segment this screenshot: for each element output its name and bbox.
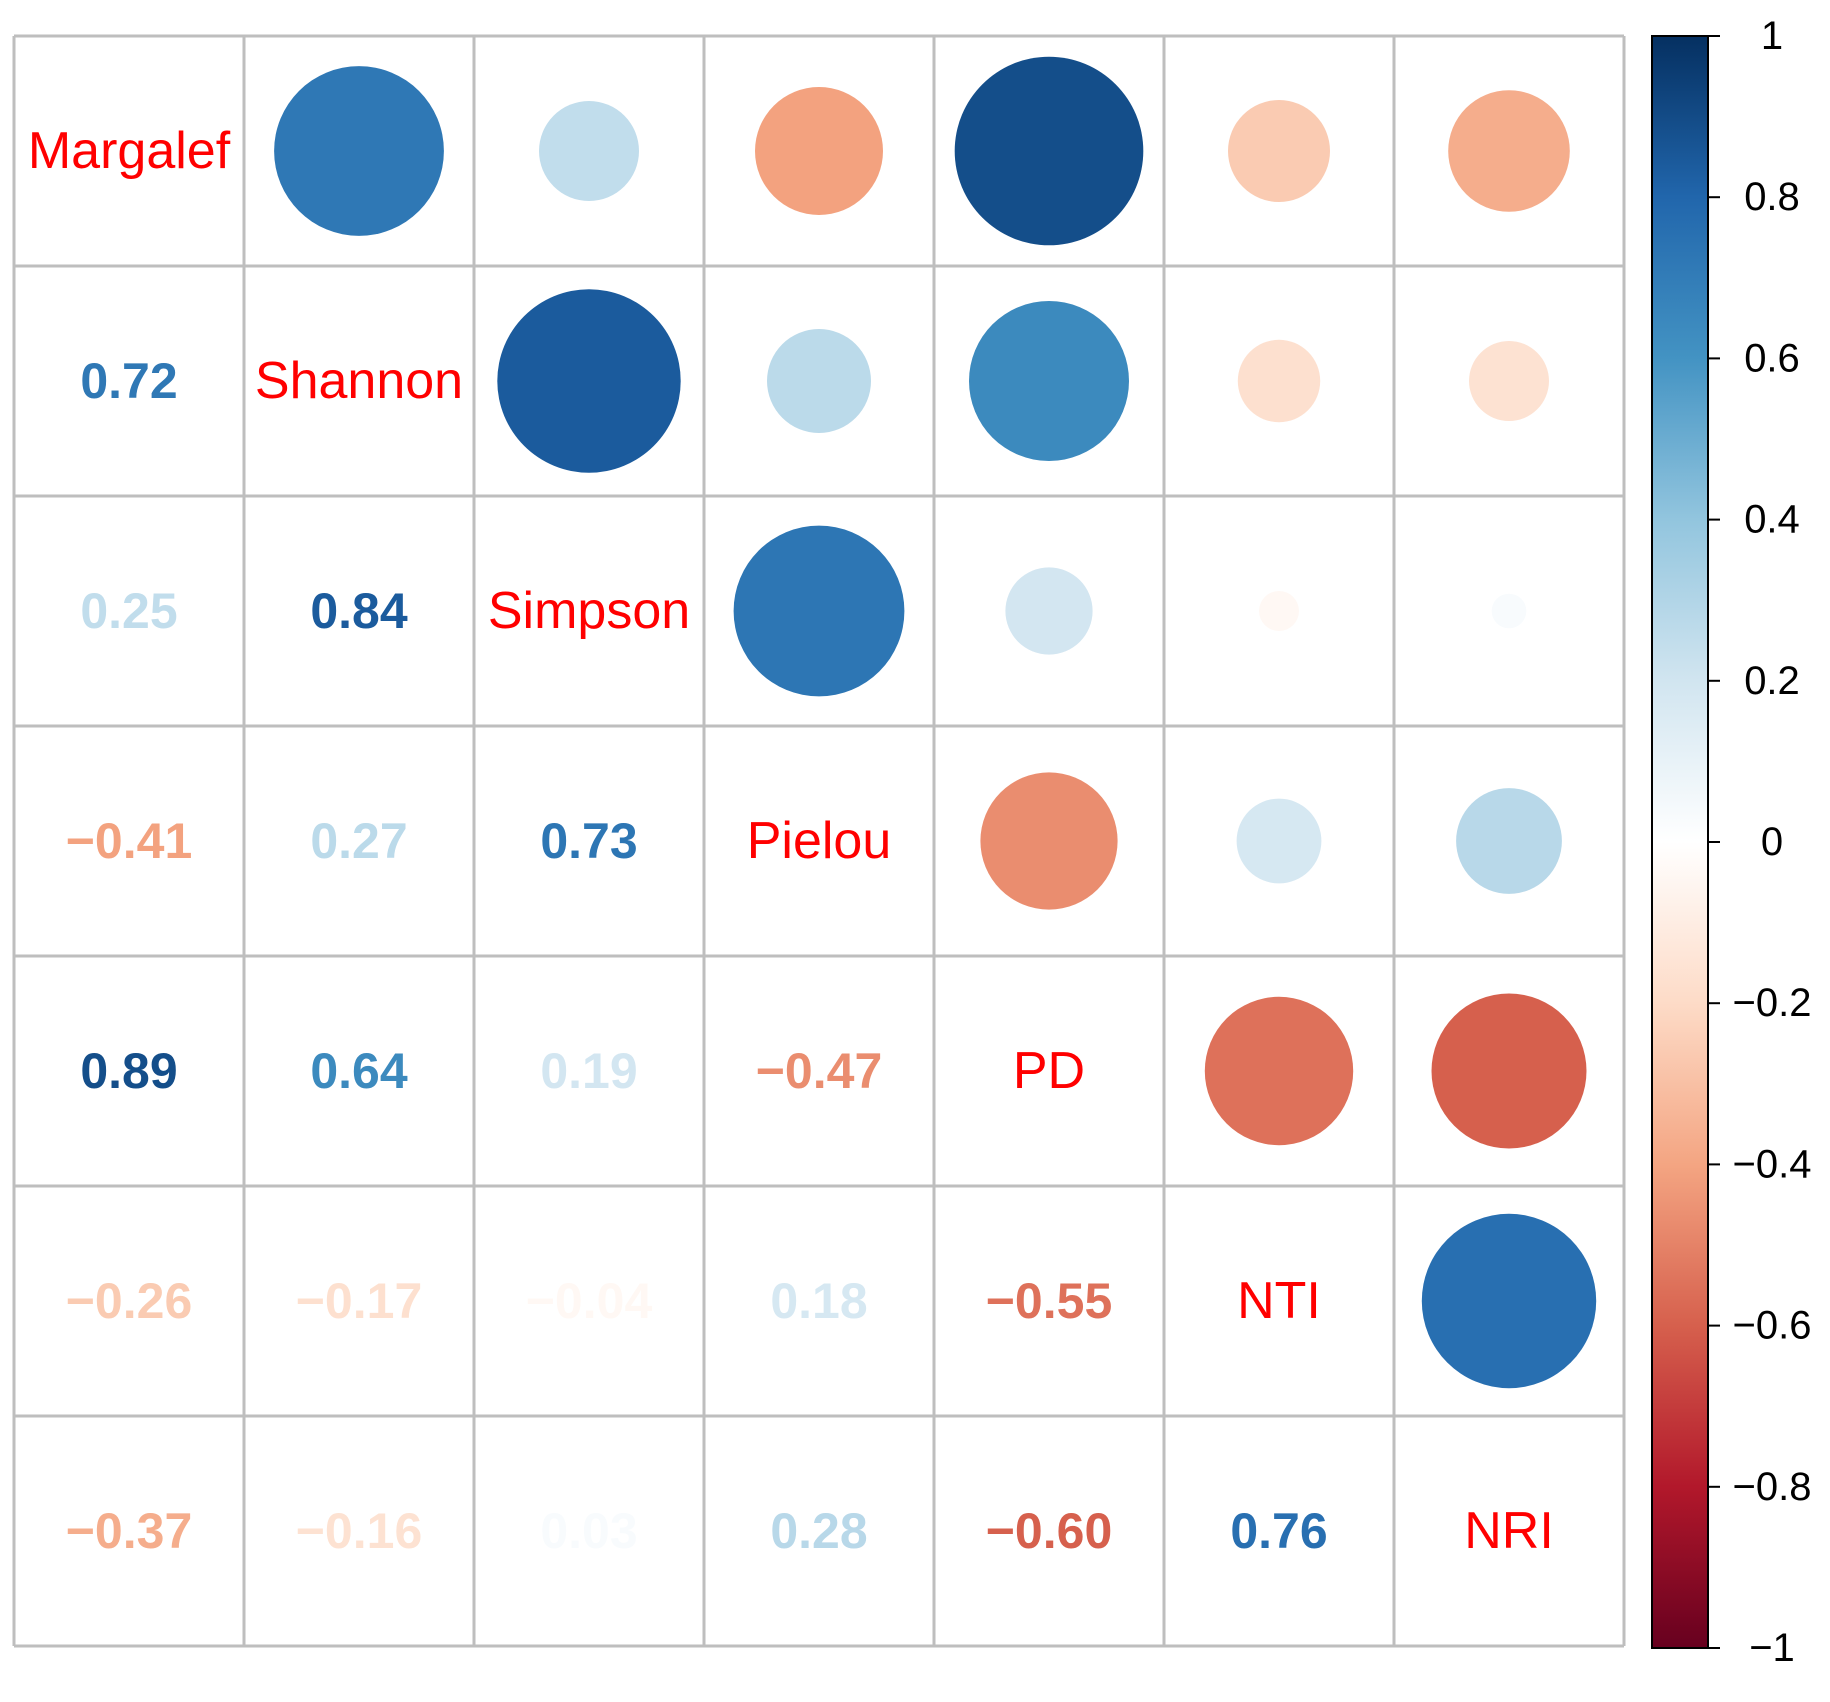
variable-label-simpson: Simpson [488,582,690,640]
corr-value-pd-margalef: 0.89 [80,1043,177,1099]
colorbar-tick-label: −0.2 [1733,981,1812,1025]
colorbar-tick-label: 0.4 [1744,498,1800,542]
corr-value-shannon-margalef: 0.72 [80,353,177,409]
colorbar-tick-label: 1 [1761,14,1783,58]
corr-value-pielou-shannon: 0.27 [310,813,407,869]
corr-circle-margalef-shannon [274,66,444,236]
corr-circle-shannon-pd [969,301,1129,461]
corr-value-nti-pd: −0.55 [986,1273,1113,1329]
corr-value-nti-margalef: −0.26 [66,1273,193,1329]
colorbar-tick-label: 0.2 [1744,659,1800,703]
colorbar-tick-label: −0.4 [1733,1142,1812,1186]
colorbar-tick-label: −0.8 [1733,1465,1812,1509]
corr-circle-simpson-pd [1005,567,1093,655]
variable-label-pd: PD [1013,1042,1085,1100]
corr-circle-shannon-nri [1469,341,1549,421]
colorbar-gradient [1651,35,1709,1649]
corr-value-simpson-margalef: 0.25 [80,583,177,639]
colorbar-tick-label: 0.6 [1744,336,1800,380]
matrix-cells: Margalef 0.72 Shannon 0.25 0.84 Simpson −0.41 0… [28,56,1597,1560]
corr-value-pd-shannon: 0.64 [310,1043,408,1099]
corr-value-pd-pielou: −0.47 [756,1043,883,1099]
corr-circle-pielou-nti [1236,798,1322,884]
corr-circle-margalef-pielou [755,87,883,215]
corr-circle-shannon-pielou [767,329,871,433]
corr-circle-margalef-nti [1228,100,1330,202]
corr-value-pielou-margalef: −0.41 [66,813,193,869]
corr-circle-pielou-pd [980,772,1118,910]
corr-circle-simpson-nti [1259,591,1299,631]
corr-value-nti-shannon: −0.17 [296,1273,423,1329]
corr-circle-shannon-nti [1237,339,1321,423]
corr-value-nri-pd: −0.60 [986,1503,1113,1559]
corr-value-nri-pielou: 0.28 [770,1503,867,1559]
corr-value-nri-margalef: −0.37 [66,1503,193,1559]
corr-circle-pd-nti [1204,996,1354,1146]
variable-label-shannon: Shannon [255,352,463,410]
variable-label-pielou: Pielou [747,812,892,870]
colorbar: 1 0.8 0.6 0.4 0.2 0 −0.2 −0.4 −0.6 −0.8 −1 [1651,14,1812,1670]
colorbar-tick-label: −0.6 [1733,1304,1812,1348]
corr-value-pd-simpson: 0.19 [540,1043,637,1099]
corr-circle-margalef-pd [954,56,1144,246]
corr-circle-simpson-pielou [733,525,905,697]
corr-circle-nti-nri [1421,1213,1597,1389]
corr-circle-margalef-simpson [539,101,639,201]
variable-label-nti: NTI [1237,1272,1321,1330]
variable-label-nri: NRI [1464,1502,1554,1560]
corr-value-simpson-shannon: 0.84 [310,583,408,639]
corr-value-nti-simpson: −0.04 [526,1273,653,1329]
corr-value-pielou-simpson: 0.73 [540,813,637,869]
corr-value-nri-simpson: 0.03 [540,1503,637,1559]
corr-circle-shannon-simpson [497,289,681,473]
corr-circle-pd-nri [1431,993,1587,1149]
variable-label-margalef: Margalef [28,122,231,180]
corr-value-nti-pielou: 0.18 [770,1273,867,1329]
matrix-grid [12,34,1626,1648]
corr-circle-margalef-nri [1448,90,1570,212]
corr-circle-simpson-nri [1491,593,1527,629]
corr-circle-pielou-nri [1456,788,1562,894]
colorbar-tick-label: 0 [1761,820,1783,864]
corr-value-nri-nti: 0.76 [1230,1503,1327,1559]
colorbar-tick-label: 0.8 [1744,175,1800,219]
colorbar-tick-label: −1 [1749,1626,1795,1670]
corr-value-nri-shannon: −0.16 [296,1503,423,1559]
